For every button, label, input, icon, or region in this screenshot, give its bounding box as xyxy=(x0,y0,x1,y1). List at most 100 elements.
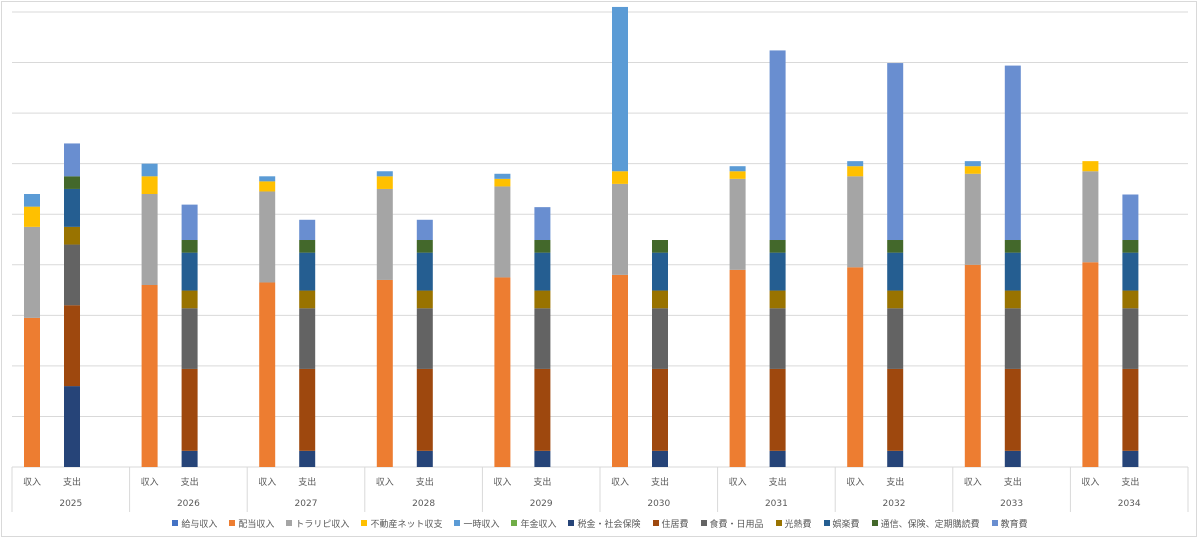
bar-segment xyxy=(181,252,198,291)
bar-segment xyxy=(847,161,864,167)
legend-swatch xyxy=(775,520,782,526)
bar-segment xyxy=(181,204,198,241)
bar-segment xyxy=(1122,290,1139,309)
bar-segment xyxy=(259,282,276,467)
x-tick-label: 支出 xyxy=(63,476,81,488)
bar-segment xyxy=(534,207,551,241)
bar-segment xyxy=(612,274,628,467)
bar-segment xyxy=(259,191,276,283)
bar-segment xyxy=(299,308,316,369)
x-tick-label: 収入 xyxy=(964,476,982,488)
legend-label: 一時収入 xyxy=(463,519,500,530)
bar-segment xyxy=(1004,290,1021,309)
bar-segment xyxy=(259,176,276,182)
bar-segment xyxy=(64,176,80,189)
legend-item: 税金・社会保険 xyxy=(568,517,641,530)
bar-segment xyxy=(416,368,433,451)
bar-segment xyxy=(494,277,511,467)
bar-segment xyxy=(534,290,551,309)
bar-segment xyxy=(299,240,316,253)
bar-segment xyxy=(494,173,511,179)
bar-segment xyxy=(376,188,393,280)
bar-segment xyxy=(729,171,746,179)
legend-item: 不動産ネット収支 xyxy=(361,517,442,530)
bar-segment xyxy=(887,290,904,309)
legend-swatch xyxy=(454,520,461,526)
bar-segment xyxy=(64,305,80,387)
bar-segment xyxy=(887,308,904,369)
legend-swatch xyxy=(652,520,659,526)
legend-item: トラリピ収入 xyxy=(286,517,349,530)
bar-segment xyxy=(612,6,628,172)
legend-label: 食費・日用品 xyxy=(709,519,764,530)
legend-label: 住居費 xyxy=(661,519,689,530)
bar-segment xyxy=(141,176,158,194)
bar-segment xyxy=(181,240,198,253)
x-tick-label: 収入 xyxy=(258,476,276,488)
bar-segment xyxy=(534,368,551,451)
bar-segment xyxy=(181,308,198,369)
bar-segment xyxy=(534,450,551,467)
legend-item: 娯楽費 xyxy=(823,517,860,530)
legend-item: 年金収入 xyxy=(511,517,556,530)
bar-segment xyxy=(141,163,158,177)
legend-item: 通信、保険、定期購読費 xyxy=(871,517,980,530)
bar-segment xyxy=(847,267,864,467)
bar-segment xyxy=(1004,252,1021,291)
legend-swatch xyxy=(229,520,236,526)
x-tick-label: 収入 xyxy=(611,476,629,488)
bar-segment xyxy=(416,450,433,467)
bar-segment xyxy=(534,240,551,253)
bar-segment xyxy=(64,244,80,306)
x-group-label: 2032 xyxy=(883,499,906,509)
bar-segment xyxy=(376,176,393,189)
legend: 給与収入 配当収入 トラリピ収入 不動産ネット収支 一時収入 年金収入 税金・社会保険 住居費… xyxy=(0,515,1200,531)
bar-segment xyxy=(1122,240,1139,253)
bar-segment xyxy=(964,161,981,167)
bar-segment xyxy=(887,252,904,291)
bar-segment xyxy=(416,240,433,253)
bar-segment xyxy=(729,269,746,467)
bar-segment xyxy=(964,166,981,174)
bar-segment xyxy=(769,252,786,291)
bar-segment xyxy=(64,386,80,467)
legend-swatch xyxy=(511,520,518,526)
bar-segment xyxy=(181,368,198,451)
x-group-label: 2033 xyxy=(1000,499,1023,509)
bar-segment xyxy=(181,450,198,467)
bar-segment xyxy=(1004,450,1021,467)
bar-segment xyxy=(847,166,864,177)
bar-segment xyxy=(416,290,433,309)
bar-segment xyxy=(64,143,80,177)
bar-segment xyxy=(299,290,316,309)
bar-segment xyxy=(24,317,40,467)
bar-segment xyxy=(534,308,551,369)
legend-swatch xyxy=(991,520,998,526)
legend-item: 給与収入 xyxy=(172,517,217,530)
x-group-label: 2030 xyxy=(647,499,670,509)
bar-segment xyxy=(769,50,786,241)
x-tick-label: 支出 xyxy=(181,476,199,488)
legend-item: 光熱費 xyxy=(775,517,812,530)
legend-swatch xyxy=(700,520,707,526)
x-group-label: 2028 xyxy=(412,499,435,509)
bar-segment xyxy=(1082,161,1099,172)
bar-segment xyxy=(299,219,316,241)
legend-swatch xyxy=(568,520,575,526)
bar-segment xyxy=(887,368,904,451)
bar-segment xyxy=(887,240,904,253)
bar-segment xyxy=(1082,262,1099,467)
bar-segment xyxy=(769,450,786,467)
bar-segment xyxy=(376,171,393,177)
bar-segment xyxy=(1122,308,1139,369)
bar-segment xyxy=(1004,308,1021,369)
legend-item: 配当収入 xyxy=(229,517,274,530)
x-tick-label: 収入 xyxy=(729,476,747,488)
x-tick-label: 支出 xyxy=(886,476,904,488)
bar-segment xyxy=(1122,194,1139,241)
x-group-label: 2034 xyxy=(1118,499,1141,509)
legend-swatch xyxy=(823,520,830,526)
legend-item: 住居費 xyxy=(652,517,689,530)
legend-item: 一時収入 xyxy=(454,517,499,530)
